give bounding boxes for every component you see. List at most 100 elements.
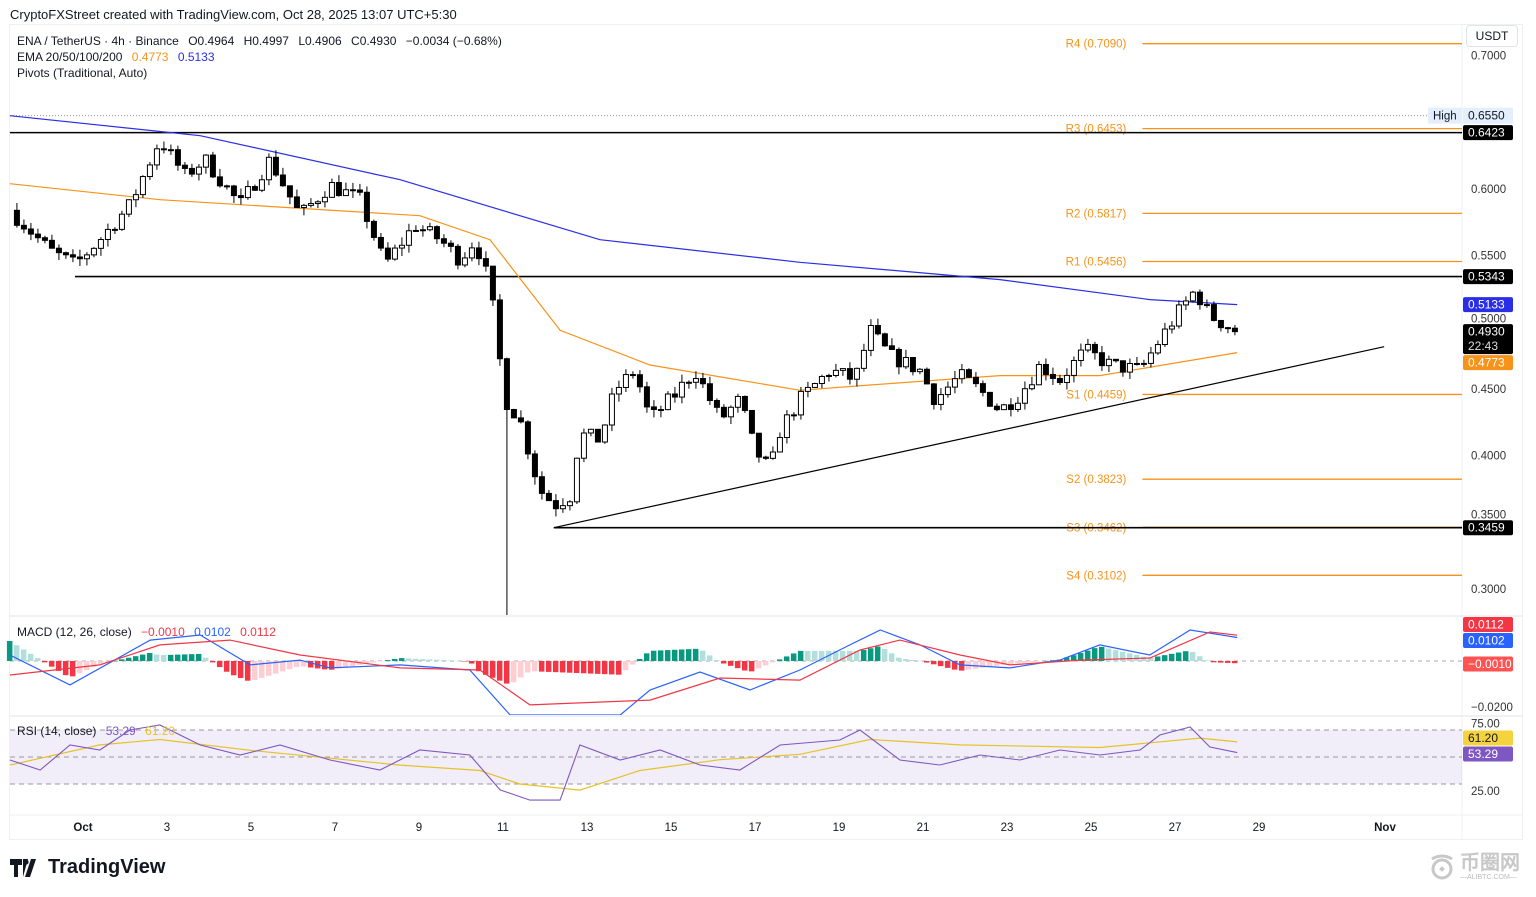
- candle-bearish[interactable]: [748, 409, 755, 434]
- candle-bullish[interactable]: [461, 257, 468, 266]
- candle-bullish[interactable]: [580, 432, 587, 459]
- candle-bearish[interactable]: [965, 369, 972, 378]
- candle-bullish[interactable]: [132, 194, 139, 201]
- candle-bearish[interactable]: [69, 254, 76, 258]
- candle-bearish[interactable]: [706, 383, 713, 402]
- candle-bullish[interactable]: [1021, 388, 1028, 404]
- candle-bearish[interactable]: [1119, 360, 1126, 373]
- candle-bearish[interactable]: [27, 228, 34, 235]
- candle-bullish[interactable]: [300, 204, 307, 209]
- candle-bullish[interactable]: [125, 199, 132, 215]
- candle-bullish[interactable]: [937, 394, 944, 405]
- candle-bearish[interactable]: [699, 378, 706, 385]
- candle-bullish[interactable]: [139, 176, 146, 196]
- candle-bullish[interactable]: [97, 239, 104, 249]
- candle-bearish[interactable]: [671, 393, 678, 398]
- candle-bullish[interactable]: [314, 201, 321, 205]
- candle-bullish[interactable]: [811, 383, 818, 388]
- candle-bearish[interactable]: [377, 236, 384, 249]
- candle-bullish[interactable]: [727, 406, 734, 418]
- candle-bullish[interactable]: [104, 228, 111, 241]
- candle-bearish[interactable]: [650, 406, 657, 411]
- candle-bullish[interactable]: [902, 357, 909, 368]
- candle-bearish[interactable]: [174, 149, 181, 166]
- candle-bearish[interactable]: [1224, 327, 1231, 330]
- candle-bullish[interactable]: [202, 154, 209, 168]
- candle-bullish[interactable]: [615, 386, 622, 395]
- candle-bearish[interactable]: [720, 406, 727, 418]
- candle-bullish[interactable]: [426, 226, 433, 231]
- candle-bearish[interactable]: [762, 456, 769, 459]
- candle-bearish[interactable]: [993, 405, 1000, 411]
- candle-bearish[interactable]: [531, 453, 538, 478]
- candle-bullish[interactable]: [951, 378, 958, 388]
- candle-bearish[interactable]: [629, 374, 636, 377]
- macd-label[interactable]: MACD (12, 26, close): [17, 625, 132, 639]
- candle-bullish[interactable]: [1063, 374, 1070, 384]
- tradingview-logo[interactable]: TradingView: [10, 856, 165, 879]
- candle-bearish[interactable]: [1042, 364, 1049, 375]
- candle-bearish[interactable]: [972, 376, 979, 385]
- candle-bearish[interactable]: [713, 400, 720, 408]
- ascending-trendline[interactable]: [553, 346, 1385, 529]
- candle-bullish[interactable]: [1000, 404, 1007, 411]
- candle-bullish[interactable]: [1070, 359, 1077, 376]
- candle-bullish[interactable]: [342, 189, 349, 197]
- candle-bullish[interactable]: [608, 393, 615, 426]
- candle-bullish[interactable]: [860, 349, 867, 369]
- candle-bullish[interactable]: [398, 244, 405, 249]
- candle-bullish[interactable]: [678, 381, 685, 398]
- candle-bearish[interactable]: [1196, 291, 1203, 306]
- candle-bearish[interactable]: [524, 421, 531, 455]
- candle-bearish[interactable]: [923, 368, 930, 385]
- candle-bullish[interactable]: [818, 375, 825, 385]
- candle-bullish[interactable]: [867, 325, 874, 351]
- candle-bullish[interactable]: [90, 247, 97, 256]
- candle-bullish[interactable]: [1084, 343, 1091, 351]
- candle-bullish[interactable]: [1182, 300, 1189, 306]
- candle-bullish[interactable]: [468, 247, 475, 259]
- candle-bullish[interactable]: [622, 374, 629, 388]
- candle-bearish[interactable]: [1049, 373, 1056, 379]
- candle-bullish[interactable]: [244, 186, 251, 199]
- candle-bearish[interactable]: [503, 358, 510, 410]
- candle-bearish[interactable]: [76, 256, 83, 260]
- candle-bearish[interactable]: [895, 348, 902, 368]
- candle-bullish[interactable]: [825, 374, 832, 377]
- candle-bearish[interactable]: [55, 247, 62, 254]
- candle-bullish[interactable]: [258, 179, 265, 191]
- candle-bearish[interactable]: [349, 189, 356, 192]
- candle-bullish[interactable]: [328, 182, 335, 198]
- candle-bullish[interactable]: [307, 203, 314, 206]
- candle-bullish[interactable]: [1077, 349, 1084, 361]
- candle-bearish[interactable]: [1056, 377, 1063, 384]
- candle-bullish[interactable]: [405, 230, 412, 246]
- candle-bearish[interactable]: [20, 224, 27, 230]
- candle-bullish[interactable]: [776, 437, 783, 453]
- candle-bearish[interactable]: [552, 500, 559, 510]
- candle-bearish[interactable]: [188, 167, 195, 175]
- candle-bearish[interactable]: [888, 345, 895, 350]
- candle-bearish[interactable]: [741, 395, 748, 411]
- candle-bullish[interactable]: [839, 368, 846, 371]
- candle-bearish[interactable]: [433, 226, 440, 240]
- candle-bearish[interactable]: [790, 414, 797, 417]
- candle-bearish[interactable]: [160, 148, 167, 151]
- candle-bullish[interactable]: [1028, 384, 1035, 390]
- symbol-title[interactable]: ENA / TetherUS · 4h · Binance: [17, 34, 179, 48]
- candle-bearish[interactable]: [384, 247, 391, 260]
- currency-button[interactable]: USDT: [1466, 25, 1518, 47]
- candle-bearish[interactable]: [1210, 304, 1217, 321]
- candle-bearish[interactable]: [13, 209, 20, 226]
- candle-bullish[interactable]: [1126, 362, 1133, 373]
- candle-bullish[interactable]: [419, 229, 426, 232]
- candle-bullish[interactable]: [1189, 291, 1196, 302]
- candle-bearish[interactable]: [370, 220, 377, 238]
- candle-bullish[interactable]: [797, 390, 804, 416]
- candle-bearish[interactable]: [517, 417, 524, 423]
- candle-bearish[interactable]: [293, 196, 300, 209]
- candle-bullish[interactable]: [804, 386, 811, 392]
- candle-bearish[interactable]: [447, 242, 454, 247]
- candle-bullish[interactable]: [601, 424, 608, 443]
- candle-bullish[interactable]: [958, 369, 965, 380]
